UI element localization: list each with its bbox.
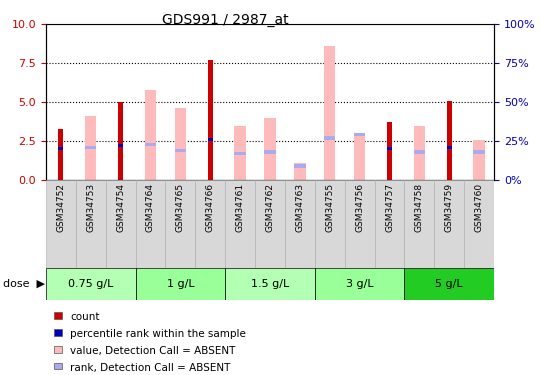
Bar [145,90,156,180]
Text: 0.75 g/L: 0.75 g/L [68,279,113,289]
Bar [315,268,404,300]
Bar [354,135,366,180]
Bar [474,150,485,153]
Bar [174,149,186,152]
Bar [294,163,306,180]
Text: count: count [70,312,100,322]
Bar [345,180,375,268]
Text: GSM34764: GSM34764 [146,183,155,232]
Bar [324,136,335,140]
Bar [447,146,451,149]
Bar [58,147,63,150]
Bar [118,102,123,180]
Bar [208,138,213,141]
Bar [375,180,404,268]
Text: GSM34752: GSM34752 [56,183,65,232]
Bar [255,180,285,268]
Text: GSM34755: GSM34755 [325,183,334,232]
Text: rank, Detection Call = ABSENT: rank, Detection Call = ABSENT [70,363,231,372]
Text: GSM34756: GSM34756 [355,183,364,232]
Bar [404,180,434,268]
Bar [474,140,485,180]
Bar [85,146,97,149]
Text: GSM34761: GSM34761 [235,183,245,232]
Bar [118,144,123,147]
Bar [225,268,315,300]
Bar [225,180,255,268]
Bar [145,142,156,146]
Bar [46,180,76,268]
Text: GSM34766: GSM34766 [206,183,215,232]
Bar [285,180,315,268]
Text: 3 g/L: 3 g/L [346,279,374,289]
Bar [387,122,392,180]
Text: percentile rank within the sample: percentile rank within the sample [70,329,246,339]
Bar [447,100,451,180]
Bar [208,60,213,180]
Text: 5 g/L: 5 g/L [435,279,463,289]
Bar [136,180,165,268]
Text: GSM34754: GSM34754 [116,183,125,232]
Bar [46,268,136,300]
Bar [414,150,425,153]
Text: GSM34765: GSM34765 [176,183,185,232]
Bar [264,150,276,153]
Text: GSM34757: GSM34757 [385,183,394,232]
Bar [294,164,306,168]
Bar [136,268,225,300]
Text: dose  ▶: dose ▶ [3,279,45,289]
Bar [85,116,97,180]
Bar [264,118,276,180]
Text: GSM34758: GSM34758 [415,183,424,232]
Text: GDS991 / 2987_at: GDS991 / 2987_at [162,13,288,27]
Bar [234,152,246,155]
Text: 1.5 g/L: 1.5 g/L [251,279,289,289]
Bar [76,180,106,268]
Text: GSM34759: GSM34759 [445,183,454,232]
Bar [404,268,494,300]
Text: GSM34760: GSM34760 [475,183,484,232]
Bar [464,180,494,268]
Bar [174,108,186,180]
Bar [354,134,366,136]
Bar [165,180,195,268]
Text: value, Detection Call = ABSENT: value, Detection Call = ABSENT [70,346,235,355]
Bar [324,46,335,180]
Text: GSM34763: GSM34763 [295,183,305,232]
Bar [234,126,246,180]
Bar [58,129,63,180]
Text: GSM34762: GSM34762 [266,183,274,232]
Bar [106,180,136,268]
Text: GSM34753: GSM34753 [86,183,95,232]
Text: 1 g/L: 1 g/L [166,279,194,289]
Bar [315,180,345,268]
Bar [414,126,425,180]
Bar [434,180,464,268]
Bar [195,180,225,268]
Bar [387,147,392,150]
